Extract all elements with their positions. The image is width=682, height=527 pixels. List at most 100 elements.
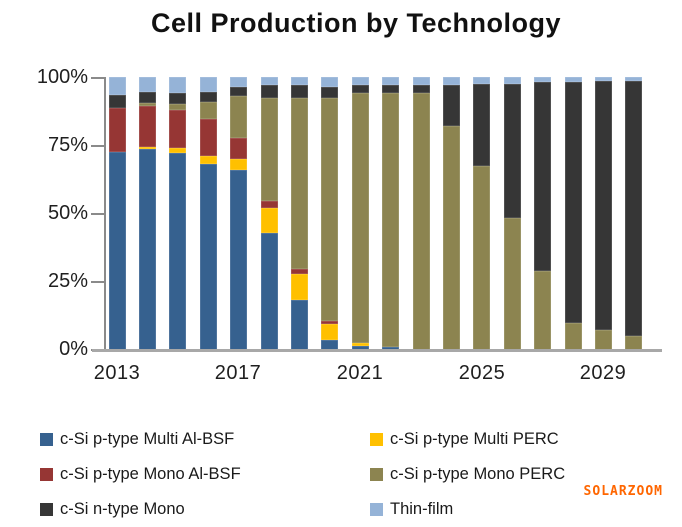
bar-segment: [473, 83, 491, 166]
bar-segment: [321, 321, 339, 325]
bar-segment: [473, 165, 491, 350]
bar-2030: [625, 77, 643, 350]
bar-segment: [564, 77, 582, 83]
bar-2013: [108, 77, 126, 350]
bar-segment: [351, 343, 369, 346]
bar-segment: [138, 92, 156, 103]
y-axis-label-50: 50%: [47, 202, 88, 224]
bar-segment: [260, 232, 278, 350]
bar-segment: [199, 156, 217, 165]
bar-segment: [199, 77, 217, 93]
bar-segment: [260, 208, 278, 233]
legend-item-mono-al-bsf: c-Si p-type Mono Al-BSF: [40, 465, 241, 484]
bar-segment: [169, 153, 187, 350]
legend-label: c-Si p-type Multi Al-BSF: [60, 430, 235, 448]
bar-segment: [290, 269, 308, 274]
bar-segment: [260, 77, 278, 86]
bar-segment: [199, 119, 217, 157]
y-axis-label-75: 75%: [47, 134, 88, 156]
bar-segment: [169, 109, 187, 148]
bar-segment: [138, 105, 156, 147]
chart-title: Cell Production by Technology: [150, 8, 562, 38]
bar-segment: [230, 77, 248, 87]
bar-segment: [260, 85, 278, 98]
x-axis-label-2025: 2025: [458, 362, 506, 384]
bar-segment: [564, 322, 582, 350]
bar-segment: [442, 77, 460, 86]
bar-segment: [199, 101, 217, 120]
bar-2025: [473, 77, 491, 350]
legend-swatch-mono-perc-icon: [370, 468, 383, 481]
bar-segment: [138, 102, 156, 106]
bar-segment: [351, 93, 369, 344]
bar-segment: [351, 345, 369, 350]
bar-segment: [321, 324, 339, 341]
bar-segment: [230, 96, 248, 139]
bar-segment: [290, 85, 308, 98]
bar-segment: [230, 138, 248, 159]
legend-swatch-mono-al-bsf-icon: [40, 468, 53, 481]
legend-swatch-multi-perc-icon: [370, 433, 383, 446]
legend-swatch-thin-film-icon: [370, 503, 383, 516]
bar-segment: [412, 85, 430, 94]
x-axis-label-2017: 2017: [214, 362, 262, 384]
solarzoom-watermark: SOLARZOOM: [583, 484, 663, 499]
bar-segment: [321, 86, 339, 98]
bar-segment: [564, 82, 582, 323]
legend-swatch-n-type-mono-icon: [40, 503, 53, 516]
bar-segment: [169, 148, 187, 154]
bar-segment: [108, 77, 126, 95]
bar-2028: [564, 77, 582, 350]
bar-segment: [442, 126, 460, 350]
plot-area: [105, 77, 682, 350]
bar-segment: [473, 77, 491, 84]
bar-segment: [199, 92, 217, 102]
y-axis-line: [104, 77, 106, 351]
bar-2026: [503, 77, 521, 350]
bar-segment: [594, 329, 612, 350]
bar-segment: [594, 77, 612, 82]
y-axis-label-0: 0%: [59, 338, 88, 360]
x-axis-label-2021: 2021: [336, 362, 384, 384]
bar-2024: [442, 77, 460, 350]
y-axis-label-25: 25%: [47, 270, 88, 292]
bar-2020: [321, 77, 339, 350]
bar-segment: [290, 97, 308, 270]
bar-2019: [290, 77, 308, 350]
bar-2014: [138, 77, 156, 350]
bar-segment: [169, 77, 187, 94]
bar-segment: [108, 108, 126, 153]
bar-2017: [230, 77, 248, 350]
y-tick-75: [91, 145, 105, 147]
bar-segment: [625, 336, 643, 350]
x-axis-label-2013: 2013: [93, 362, 141, 384]
bar-segment: [382, 347, 400, 350]
bar-segment: [260, 201, 278, 209]
legend-label: c-Si n-type Mono: [60, 500, 185, 518]
bar-segment: [199, 164, 217, 350]
y-tick-100: [91, 77, 105, 79]
legend-swatch-multi-al-bsf-icon: [40, 433, 53, 446]
bar-segment: [169, 93, 187, 105]
bar-segment: [534, 270, 552, 350]
legend-item-multi-perc: c-Si p-type Multi PERC: [370, 430, 559, 449]
bar-2027: [534, 77, 552, 350]
bar-segment: [534, 77, 552, 83]
bar-segment: [382, 85, 400, 94]
bar-segment: [351, 77, 369, 86]
bar-2016: [199, 77, 217, 350]
bar-segment: [321, 77, 339, 87]
legend-label: c-Si p-type Mono PERC: [390, 465, 566, 483]
bar-segment: [290, 299, 308, 350]
x-axis-line: [92, 349, 662, 352]
bar-segment: [382, 77, 400, 86]
x-axis-label-2029: 2029: [579, 362, 627, 384]
bar-segment: [412, 93, 430, 350]
bar-segment: [412, 77, 430, 86]
bar-segment: [230, 86, 248, 97]
legend-item-multi-al-bsf: c-Si p-type Multi Al-BSF: [40, 430, 234, 449]
bar-segment: [503, 77, 521, 84]
bar-segment: [625, 81, 643, 337]
legend-item-thin-film: Thin-film: [370, 500, 453, 519]
